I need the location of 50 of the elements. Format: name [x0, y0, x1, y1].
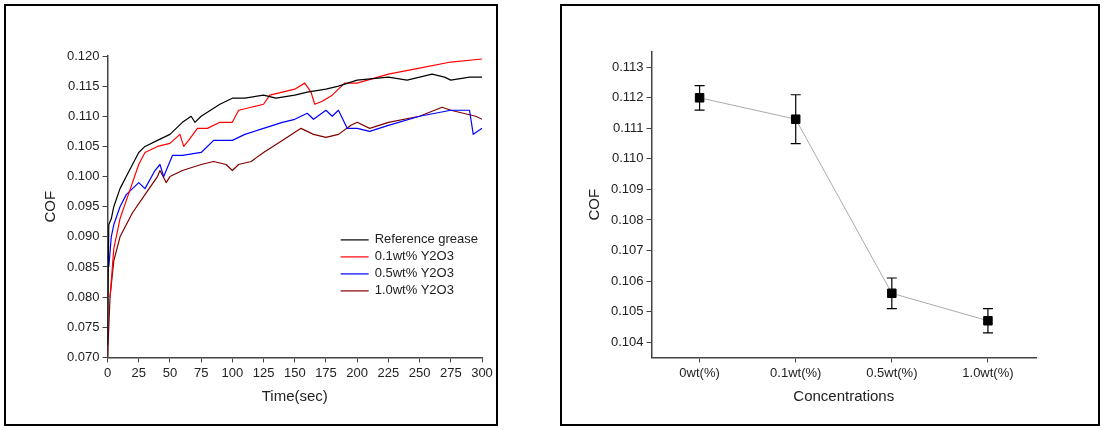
y-tick-label: 0.115: [67, 77, 100, 93]
legend-label: 1.0wt% Y2O3: [374, 282, 454, 298]
y-tick-label: 0.080: [66, 288, 100, 304]
legend-label: 0.5wt% Y2O3: [374, 265, 454, 281]
x-tick-label: 25: [131, 364, 146, 380]
x-tick-label: 250: [408, 364, 431, 380]
y-axis-title: COF: [41, 190, 59, 223]
y-tick-label: 0.106: [610, 272, 644, 288]
y-tick-label: 0.107: [610, 242, 644, 258]
x-tick-label: 75: [193, 364, 209, 380]
x-tick-label: 0: [103, 364, 112, 380]
y-tick-label: 0.095: [66, 198, 100, 214]
point: [983, 316, 993, 326]
y-tick-label: 0.075: [66, 318, 100, 334]
x-axis-title: Time(sec): [261, 387, 328, 405]
x-tick-label: 175: [315, 364, 337, 380]
x-tick-label: 1.0wt(%): [962, 364, 1014, 380]
x-tick-label: 200: [346, 364, 369, 380]
y-tick-label: 0.113: [611, 58, 644, 74]
x-tick-label: 0.1wt(%): [770, 364, 822, 380]
y-tick-label: 0.110: [611, 150, 644, 166]
y-tick-label: 0.111: [612, 119, 644, 135]
x-tick-label: 300: [471, 364, 493, 380]
point: [790, 114, 801, 124]
point: [887, 288, 897, 299]
y-tick-label: 0.112: [611, 89, 644, 105]
y-tick-label: 0.105: [66, 138, 100, 153]
x-tick-label: 100: [221, 364, 244, 380]
legend-label: 0.1wt% Y2O3: [374, 248, 454, 264]
point: [694, 93, 705, 103]
y-tick-label: 0.108: [610, 211, 644, 227]
x-tick-label: 0wt(%): [679, 364, 720, 380]
x-tick-label: 0.5wt(%): [866, 364, 918, 380]
legend-label: Reference grease: [374, 231, 478, 247]
y-tick-label: 0.085: [66, 258, 100, 274]
y-tick-label: 0.110: [67, 107, 100, 123]
x-tick-label: 225: [377, 364, 400, 380]
x-tick-label: 125: [252, 364, 275, 380]
x-tick-label: 275: [439, 364, 462, 380]
y-tick-label: 0.109: [610, 181, 644, 197]
y-tick-label: 0.105: [610, 303, 644, 319]
x-tick-label: 50: [162, 364, 178, 380]
y-tick-label: 0.120: [66, 47, 100, 63]
x-tick-label: 150: [283, 364, 306, 380]
y-axis-title: COF: [585, 188, 603, 221]
y-tick-label: 0.100: [66, 168, 100, 184]
y-tick-label: 0.070: [66, 348, 100, 364]
y-tick-label: 0.090: [66, 228, 100, 244]
y-tick-label: 0.104: [610, 333, 644, 349]
x-axis-title: Concentrations: [793, 387, 895, 405]
